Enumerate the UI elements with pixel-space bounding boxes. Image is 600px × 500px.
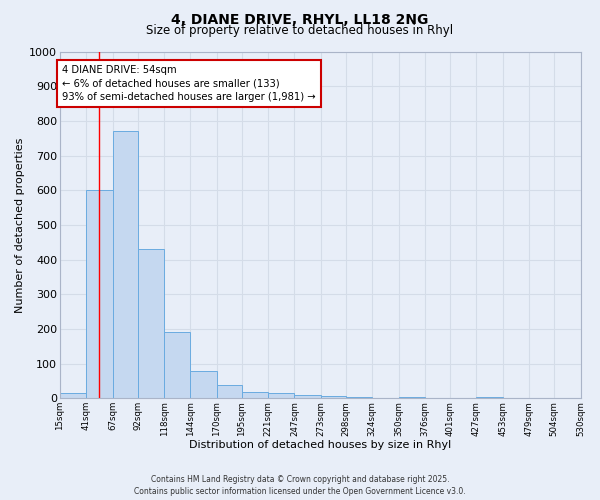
X-axis label: Distribution of detached houses by size in Rhyl: Distribution of detached houses by size … [189,440,451,450]
Bar [60,393,86,398]
Text: 4 DIANE DRIVE: 54sqm
← 6% of detached houses are smaller (133)
93% of semi-detac: 4 DIANE DRIVE: 54sqm ← 6% of detached ho… [62,66,316,102]
Bar [268,393,295,398]
Y-axis label: Number of detached properties: Number of detached properties [15,137,25,312]
Text: Size of property relative to detached houses in Rhyl: Size of property relative to detached ho… [146,24,454,37]
Bar [321,396,346,398]
Bar [113,131,138,398]
Text: 4, DIANE DRIVE, RHYL, LL18 2NG: 4, DIANE DRIVE, RHYL, LL18 2NG [172,12,428,26]
Bar [138,249,164,398]
Bar [190,371,217,398]
Bar [242,392,268,398]
Bar [86,190,113,398]
Bar [217,385,242,398]
Bar [295,394,321,398]
Bar [164,332,190,398]
Text: Contains HM Land Registry data © Crown copyright and database right 2025.
Contai: Contains HM Land Registry data © Crown c… [134,475,466,496]
